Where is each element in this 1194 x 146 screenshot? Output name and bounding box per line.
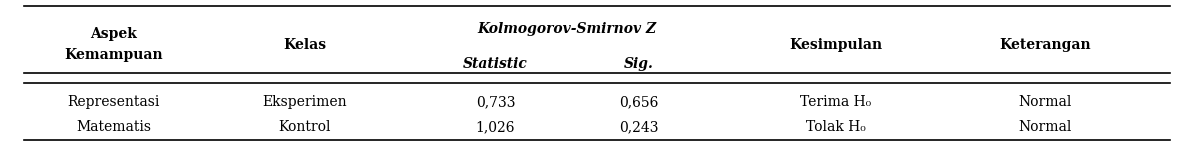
Text: 1,026: 1,026	[475, 120, 516, 134]
Text: Aspek: Aspek	[90, 27, 137, 41]
Text: Kolmogorov-Smirnov Z: Kolmogorov-Smirnov Z	[478, 22, 657, 36]
Text: Kontrol: Kontrol	[278, 120, 331, 134]
Text: Normal: Normal	[1018, 95, 1071, 109]
Text: Terima H₀: Terima H₀	[800, 95, 872, 109]
Text: 0,656: 0,656	[620, 95, 658, 109]
Text: Matematis: Matematis	[76, 120, 150, 134]
Text: 0,733: 0,733	[475, 95, 516, 109]
Text: Eksperimen: Eksperimen	[263, 95, 346, 109]
Text: Tolak H₀: Tolak H₀	[806, 120, 866, 134]
Text: Representasi: Representasi	[67, 95, 160, 109]
Text: Sig.: Sig.	[623, 57, 654, 71]
Text: Statistic: Statistic	[463, 57, 528, 71]
Text: 0,243: 0,243	[618, 120, 659, 134]
Text: Kemampuan: Kemampuan	[64, 48, 162, 62]
Text: Kesimpulan: Kesimpulan	[789, 38, 882, 52]
Text: Keterangan: Keterangan	[999, 38, 1090, 52]
Text: Kelas: Kelas	[283, 38, 326, 52]
Text: Normal: Normal	[1018, 120, 1071, 134]
